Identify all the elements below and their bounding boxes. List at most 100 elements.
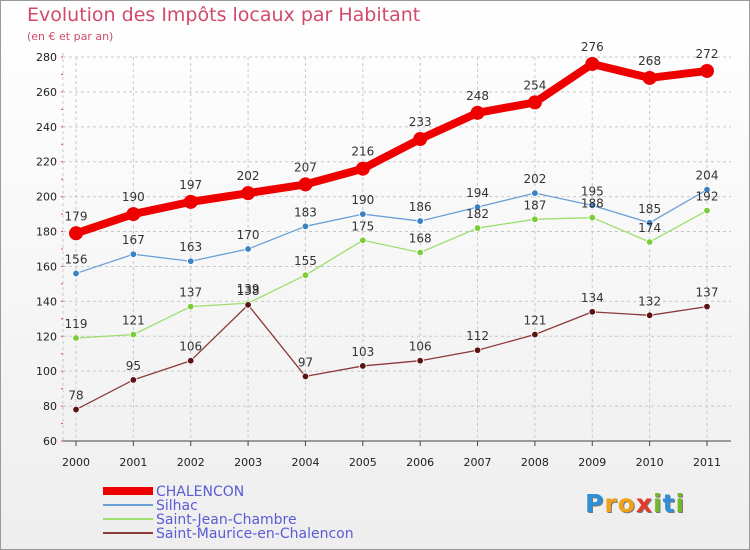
- y-tick-label: 180: [36, 226, 57, 239]
- logo-letter: r: [604, 489, 618, 518]
- y-tick-label: 280: [36, 51, 57, 64]
- x-tick-label: 2001: [119, 456, 147, 469]
- data-point: [588, 201, 596, 210]
- data-point: [531, 215, 539, 224]
- series-silhac: 156 167 163 170 183 190 186 194 202 195 185 204: [65, 169, 719, 278]
- gridlines: 60 80 100 120 140 160 180 200 220 240 260 280 2000 20…: [36, 51, 731, 469]
- legend-label: CHALENCON: [156, 484, 245, 500]
- y-tick-label: 120: [36, 330, 57, 343]
- data-label: 121: [122, 314, 145, 328]
- series-line: [75, 209, 708, 339]
- y-tick-label: 160: [36, 260, 57, 273]
- data-point: [703, 206, 711, 215]
- data-point: [585, 56, 600, 71]
- data-point: [642, 70, 657, 85]
- y-tick-label: 240: [36, 121, 57, 134]
- data-label: 187: [523, 198, 546, 212]
- data-point: [187, 302, 195, 311]
- data-point: [244, 245, 252, 253]
- data-label: 195: [581, 184, 604, 198]
- legend-label: Saint-Jean-Chambre: [156, 512, 297, 528]
- y-tick-label: 200: [36, 191, 57, 204]
- data-label: 97: [298, 355, 313, 369]
- y-tick-label: 80: [43, 400, 57, 413]
- logo-letter: t: [662, 489, 676, 518]
- data-point: [473, 346, 482, 354]
- data-point: [416, 248, 424, 257]
- data-point: [126, 207, 141, 222]
- data-label: 138: [237, 284, 260, 298]
- data-label: 204: [696, 169, 719, 183]
- data-label: 163: [179, 240, 202, 254]
- data-label: 155: [294, 254, 317, 268]
- data-point: [359, 362, 367, 370]
- x-tick-label: 2006: [406, 456, 434, 469]
- x-tick-label: 2002: [177, 456, 205, 469]
- data-point: [129, 376, 138, 384]
- data-point: [72, 334, 80, 342]
- data-label: 106: [409, 340, 432, 354]
- data-point: [470, 105, 485, 120]
- x-tick-label: 2008: [521, 456, 549, 469]
- data-point: [187, 257, 195, 265]
- data-point: [359, 210, 367, 218]
- data-label: 272: [696, 47, 719, 61]
- data-label: 103: [351, 345, 374, 359]
- series-line: [72, 59, 711, 238]
- data-label: 119: [65, 317, 88, 331]
- y-tick-label: 220: [36, 156, 57, 169]
- data-label: 121: [523, 314, 546, 328]
- logo-letter: P: [585, 489, 605, 518]
- chart-subtitle: (en € et par an): [27, 30, 114, 43]
- x-tick-label: 2009: [578, 456, 606, 469]
- x-tick-label: 2005: [349, 456, 377, 469]
- data-point: [413, 132, 428, 147]
- data-point: [645, 219, 654, 227]
- data-point: [531, 330, 539, 339]
- data-label: 207: [294, 160, 317, 174]
- x-tick-label: 2010: [636, 456, 664, 469]
- legend-label: Saint-Maurice-en-Chalencon: [156, 526, 354, 542]
- data-label: 175: [351, 219, 374, 233]
- data-label: 134: [581, 291, 604, 305]
- y-tick-label: 60: [43, 435, 57, 448]
- logo-letter: x: [635, 489, 653, 518]
- data-label: 137: [179, 286, 202, 300]
- data-label: 202: [237, 169, 260, 183]
- data-label: 168: [409, 231, 432, 245]
- data-label: 112: [466, 329, 489, 343]
- y-tick-label: 100: [36, 365, 57, 378]
- data-label: 78: [68, 389, 83, 403]
- data-point: [69, 226, 83, 241]
- x-tick-label: 2007: [464, 456, 492, 469]
- data-point: [645, 238, 654, 246]
- data-point: [588, 308, 596, 316]
- data-point: [301, 372, 310, 381]
- data-point: [359, 236, 367, 244]
- data-point: [645, 311, 654, 320]
- data-point: [700, 63, 714, 78]
- logo-letter: i: [653, 489, 663, 518]
- legend-swatch-saint-maurice: [103, 532, 153, 534]
- data-point: [527, 95, 542, 110]
- data-point: [298, 177, 313, 192]
- data-point: [183, 194, 198, 209]
- data-label: 106: [179, 340, 202, 354]
- data-label: 132: [638, 294, 661, 308]
- x-tick-label: 2000: [62, 456, 90, 469]
- data-point: [301, 271, 310, 279]
- data-label: 137: [696, 286, 719, 300]
- data-label: 248: [466, 89, 489, 103]
- series-saint-maurice-en-chalencon: 78 95 106 138 97 103 106 112 121 134 132 137: [68, 284, 719, 414]
- data-point: [129, 330, 138, 339]
- data-label: 192: [696, 190, 719, 204]
- data-point: [129, 250, 138, 258]
- proxiti-logo: Proxiti: [585, 489, 685, 518]
- data-label: 167: [122, 233, 145, 247]
- series-line: [75, 189, 708, 275]
- data-label: 202: [523, 172, 546, 186]
- chart-title: Evolution des Impôts locaux par Habitant: [27, 4, 421, 26]
- data-label: 188: [581, 197, 604, 211]
- data-label: 139: [237, 282, 260, 296]
